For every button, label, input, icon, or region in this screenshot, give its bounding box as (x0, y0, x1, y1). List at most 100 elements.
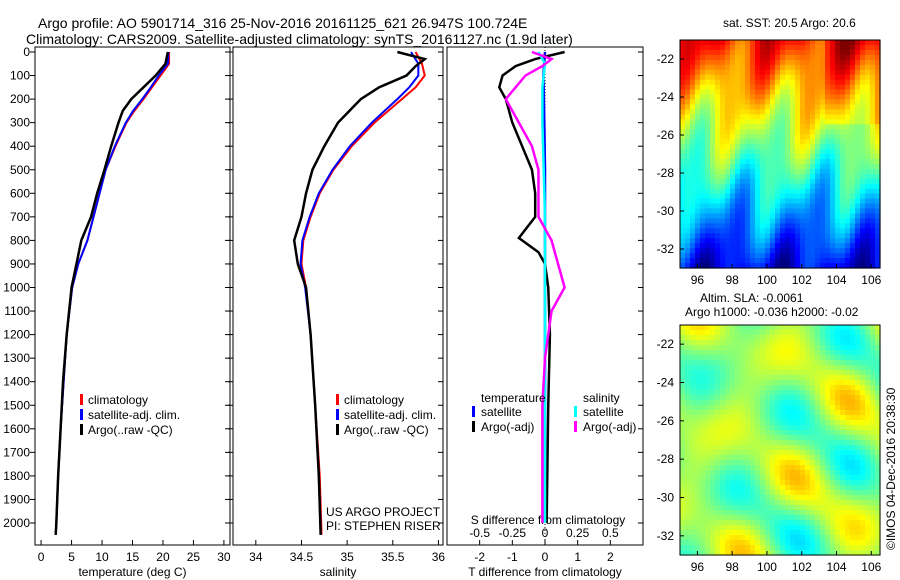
map-cell (705, 490, 711, 496)
map-cell (690, 124, 696, 130)
map-cell (700, 505, 706, 511)
map-cell (800, 149, 806, 155)
map-cell (760, 335, 766, 341)
map-cell (715, 495, 721, 501)
map-cell (725, 420, 731, 426)
map-cell (790, 345, 796, 351)
map-cell (820, 99, 826, 106)
map-cell (815, 330, 821, 336)
map-cell (830, 243, 836, 249)
map-cell (815, 520, 821, 526)
map-cell (680, 330, 686, 336)
map-cell (775, 238, 781, 244)
map-cell (825, 395, 831, 401)
map-cell (780, 450, 786, 456)
map-cell (720, 435, 726, 441)
legend-swatch (336, 424, 339, 435)
map-cell (825, 385, 831, 391)
map-cell (695, 470, 701, 476)
map-cell (805, 505, 811, 511)
map-cell (770, 505, 776, 511)
map-cell (835, 94, 841, 101)
map-cell (825, 370, 831, 376)
map-cell (750, 243, 756, 249)
map-cell (805, 243, 811, 249)
map-cell (775, 139, 781, 145)
map-cell (710, 350, 716, 356)
map-cell (850, 188, 856, 195)
map-cell (715, 395, 721, 401)
map-cell (800, 525, 806, 531)
map-cell (680, 405, 686, 411)
map-cell (715, 400, 721, 406)
map-cell (680, 139, 686, 145)
map-cell (780, 109, 786, 115)
map-cell (760, 64, 766, 71)
map-cell (805, 213, 811, 220)
map-cell (855, 74, 861, 81)
map-cell (830, 49, 836, 56)
map-cell (820, 134, 826, 140)
map-cell (860, 208, 866, 215)
map-cell (680, 149, 686, 155)
map-cell (755, 158, 761, 165)
map-cell (720, 109, 726, 115)
map-cell (860, 154, 866, 160)
map-cell (815, 168, 821, 175)
map-cell (775, 445, 781, 451)
map-cell (825, 475, 831, 481)
map-cell (760, 420, 766, 426)
map-cell (805, 154, 811, 160)
map-cell (850, 450, 856, 456)
map-cell (685, 405, 691, 411)
map-cell (770, 430, 776, 436)
map-cell (825, 505, 831, 511)
map-cell (685, 515, 691, 521)
map-cell (810, 114, 816, 120)
map-cell (855, 540, 861, 546)
map-cell (845, 139, 851, 145)
map-cell (835, 183, 841, 190)
map-cell (715, 360, 721, 366)
map-cell (840, 94, 846, 101)
map-cell (820, 430, 826, 436)
map-cell (705, 104, 711, 110)
map-cell (875, 485, 881, 491)
map-cell (860, 59, 866, 66)
map-cell (690, 550, 696, 556)
map-cell (800, 228, 806, 234)
map-cell (845, 385, 851, 391)
map-cell (680, 89, 686, 96)
map-cell (770, 350, 776, 356)
map-cell (765, 400, 771, 406)
map-cell (755, 380, 761, 386)
map-cell (740, 49, 746, 56)
map-cell (680, 253, 686, 259)
map-cell (790, 188, 796, 195)
map-cell (810, 490, 816, 496)
map-cell (820, 124, 826, 130)
map-cell (745, 158, 751, 165)
map-cell (835, 154, 841, 160)
map-cell (785, 94, 791, 101)
map-cell (775, 335, 781, 341)
map-cell (800, 475, 806, 481)
map-cell (865, 450, 871, 456)
map-cell (815, 193, 821, 200)
map-cell (770, 445, 776, 451)
map-cell (720, 40, 726, 46)
legend-label: climatology (88, 393, 148, 407)
map-cell (690, 233, 696, 239)
map-cell (765, 525, 771, 531)
map-cell (850, 340, 856, 346)
map-cell (710, 203, 716, 210)
map-cell (685, 490, 691, 496)
map-cell (805, 144, 811, 150)
map-cell (770, 49, 776, 56)
map-cell (715, 238, 721, 244)
map-cell (795, 124, 801, 130)
map-cell (695, 370, 701, 376)
map-cell (785, 430, 791, 436)
legend-label: Argo(..raw -QC) (88, 423, 173, 437)
map-cell (705, 203, 711, 210)
